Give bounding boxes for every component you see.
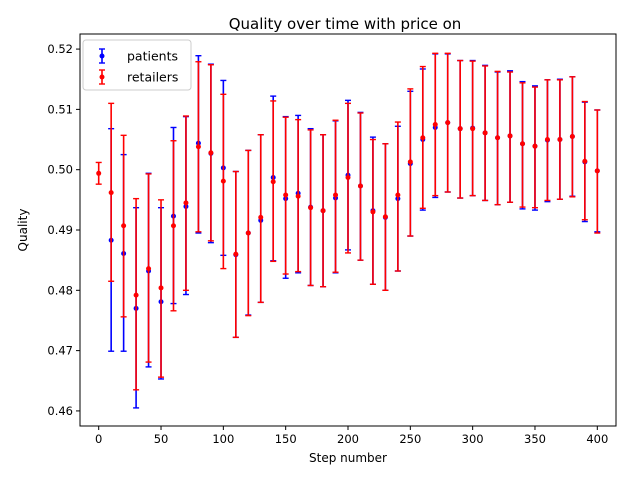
y-tick-label: 0.49 (47, 223, 73, 237)
retailers-point (520, 141, 526, 147)
plot-area (95, 52, 601, 409)
retailers-point (507, 133, 513, 139)
retailers-point (382, 214, 388, 220)
x-tick-label: 50 (154, 432, 169, 446)
y-tick-label: 0.48 (47, 283, 73, 297)
retailers-point (195, 144, 201, 150)
retailers-point (258, 214, 264, 220)
legend-box (82, 39, 192, 91)
x-tick-label: 100 (212, 432, 234, 446)
retailers-point (146, 266, 152, 272)
series-retailers (95, 52, 601, 391)
x-tick-label: 150 (275, 432, 297, 446)
y-tick-label: 0.52 (47, 42, 73, 56)
retailers-point (345, 175, 351, 181)
retailers-point (470, 126, 476, 132)
x-tick-label: 400 (586, 432, 608, 446)
legend: patients retailers (82, 39, 192, 91)
y-tick-label: 0.46 (47, 404, 73, 418)
retailers-point (495, 135, 501, 141)
retailers-point (357, 183, 363, 189)
retailers-point (370, 209, 376, 215)
retailers-point (569, 134, 575, 140)
x-tick-label: 250 (399, 432, 421, 446)
y-tick-label: 0.51 (47, 102, 73, 116)
retailers-point (482, 130, 488, 136)
retailers-point (170, 223, 176, 229)
retailers-point (233, 251, 239, 257)
retailers-point (158, 285, 164, 291)
retailers-point (320, 208, 326, 214)
y-tick-label: 0.50 (47, 163, 73, 177)
x-tick-label: 300 (462, 432, 484, 446)
retailers-point (420, 135, 426, 141)
retailers-point (582, 158, 588, 164)
retailers-point (445, 120, 451, 126)
retailers-point (245, 230, 251, 236)
x-tick-label: 200 (337, 432, 359, 446)
retailers-point (121, 223, 127, 229)
chart-title: Quality over time with price on (229, 15, 462, 33)
retailers-point (308, 205, 314, 211)
y-axis-label: Quality (16, 209, 30, 252)
retailers-point (295, 193, 301, 199)
axes: 0 50 100 150 200 250 300 350 400 0.46 0.47 0.48 0.49… (47, 42, 608, 446)
x-tick-label: 0 (95, 432, 102, 446)
retailers-point (220, 178, 226, 184)
retailers-point (432, 121, 438, 127)
x-tick-label: 350 (524, 432, 546, 446)
retailers-point (407, 159, 413, 165)
x-axis-label: Step number (309, 451, 387, 465)
retailers-point (333, 192, 339, 198)
retailers-point (283, 192, 289, 198)
axes-frame (79, 33, 617, 427)
retailers-point (457, 126, 463, 132)
y-tick-label: 0.47 (47, 344, 73, 358)
retailers-point (544, 137, 550, 143)
retailers-point (395, 192, 401, 198)
retailers-point (270, 179, 276, 185)
legend-patients-label: patients (127, 49, 178, 64)
retailers-point (532, 143, 538, 149)
legend-retailers-marker (99, 74, 105, 80)
retailers-point (183, 200, 189, 206)
retailers-point (208, 150, 214, 156)
retailers-point (594, 168, 600, 174)
retailers-point (96, 170, 102, 176)
retailers-point (557, 137, 563, 143)
retailers-point (133, 292, 139, 298)
retailers-point (108, 190, 114, 196)
legend-retailers-label: retailers (127, 70, 178, 85)
legend-patients-marker (99, 53, 105, 59)
